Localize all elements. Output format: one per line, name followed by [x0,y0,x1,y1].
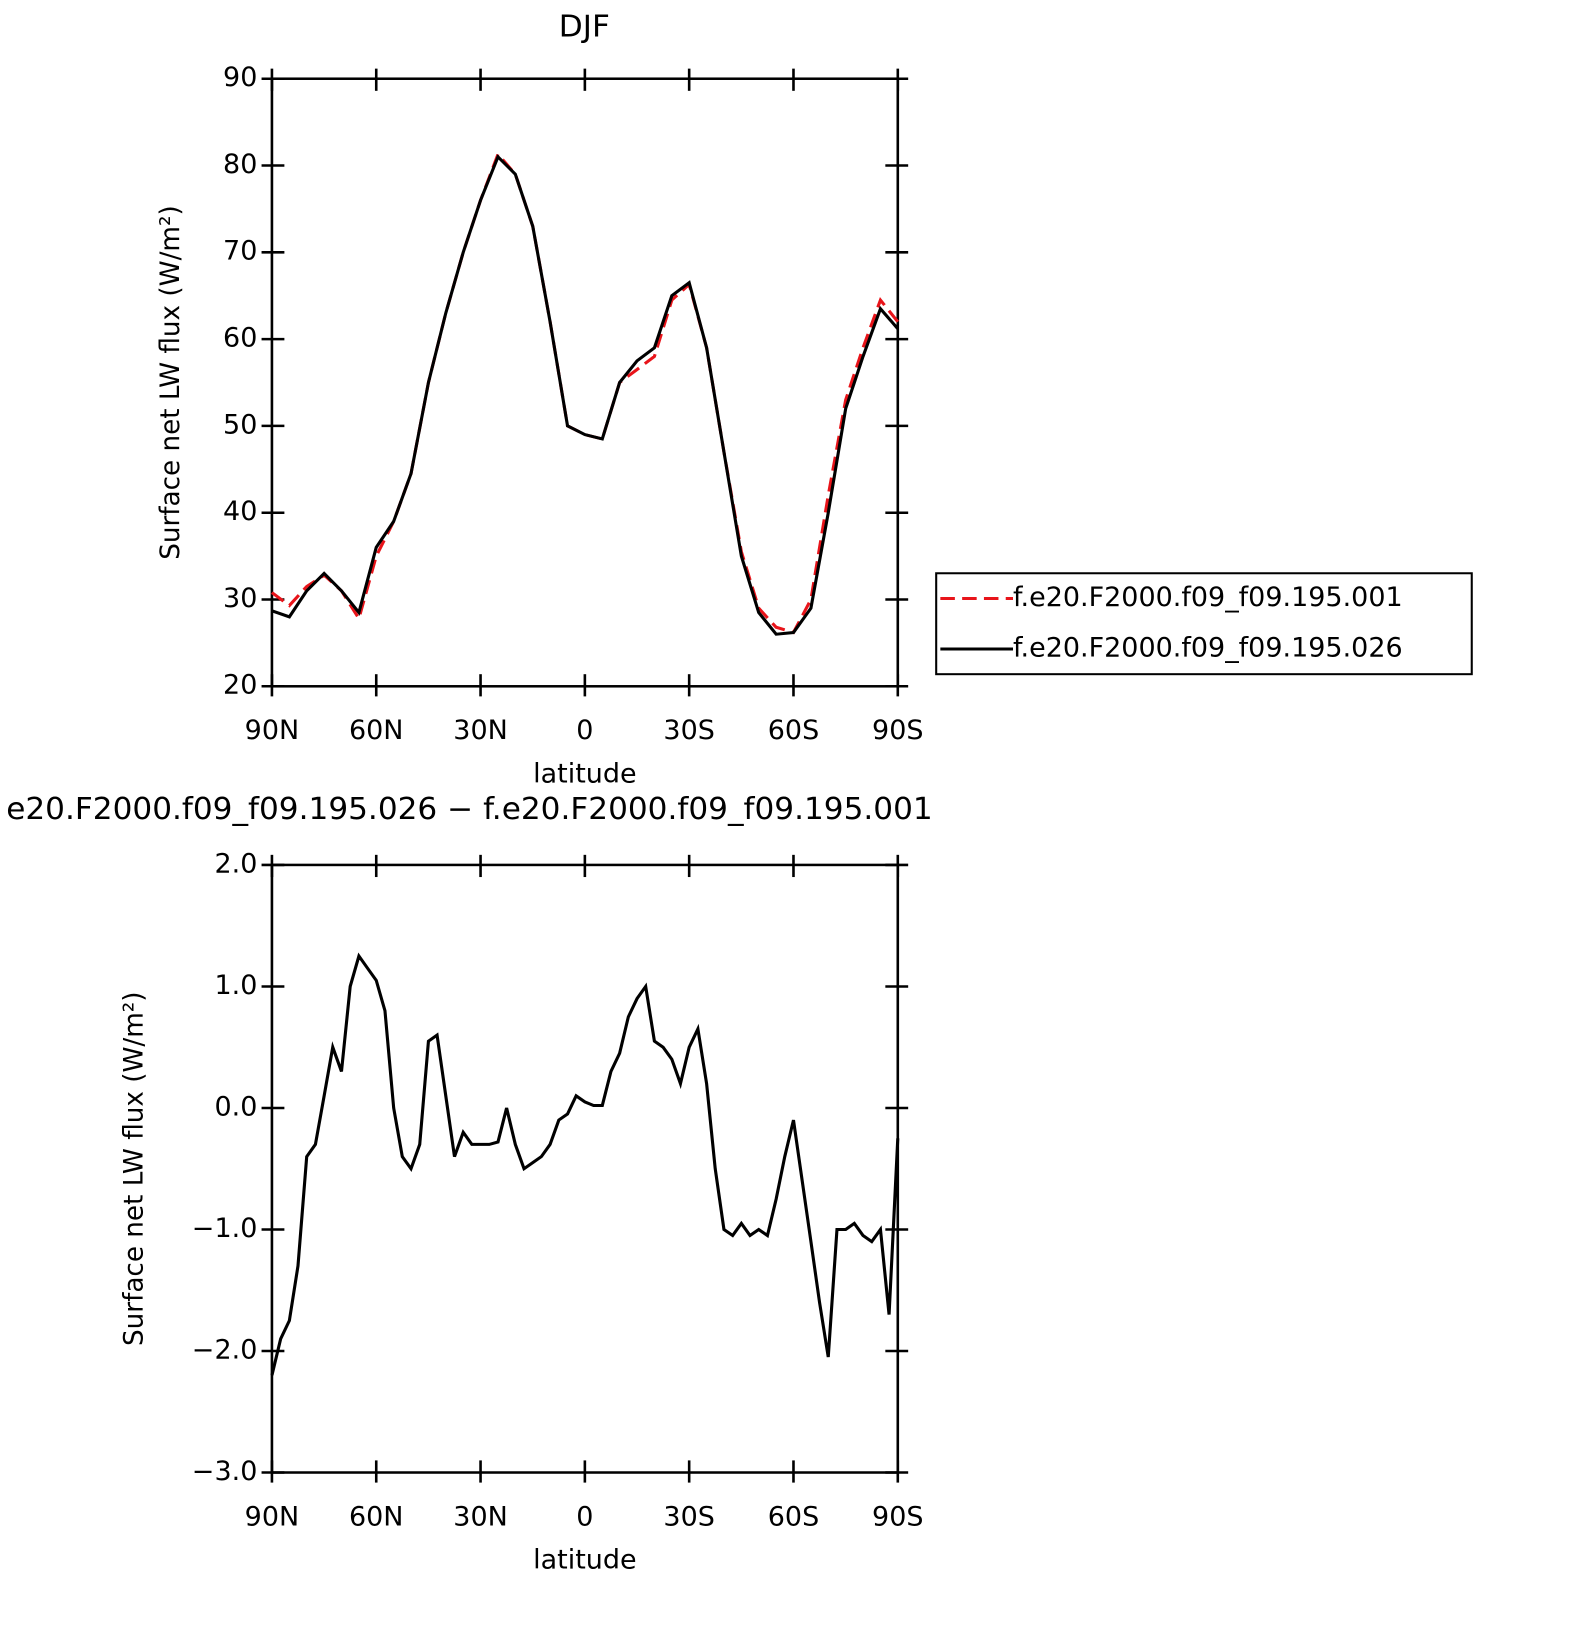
y-axis-label: Surface net LW flux (W/m²) [118,991,149,1346]
y-tick-label: 0.0 [214,1092,257,1123]
y-tick-label: −2.0 [192,1335,258,1366]
y-tick-label: 90 [223,62,257,93]
data-line [271,154,899,636]
y-tick-label: 80 [223,149,257,180]
x-tick-label: 90S [872,715,923,746]
legend-box [935,572,1473,676]
y-tick-label: 70 [223,236,257,267]
chart-title: e20.F2000.f09_f09.195.026 − f.e20.F2000.… [6,791,932,826]
y-axis-label: Surface net LW flux (W/m²) [155,205,186,560]
x-tick-label: 30N [453,1502,508,1533]
x-tick-label: 60S [768,715,819,746]
y-tick-label: −3.0 [192,1456,258,1487]
data-line [270,952,900,1376]
y-tick-label: 30 [223,583,257,614]
x-tick-label: 0 [576,1502,593,1533]
x-tick-label: 30N [453,715,508,746]
x-tick-label: 60N [349,1502,404,1533]
x-tick-label: 30S [663,1502,714,1533]
x-tick-label: 30S [663,715,714,746]
x-axis-label: latitude [533,1545,637,1576]
plot-frame [270,863,900,1474]
x-tick-label: 60S [768,1502,819,1533]
y-tick-label: −1.0 [192,1213,258,1244]
y-tick-label: 50 [223,410,257,441]
y-tick-label: 60 [223,323,257,354]
y-tick-label: 1.0 [214,970,257,1001]
x-tick-label: 90N [245,715,300,746]
x-axis-label: latitude [533,759,637,790]
plot-frame [270,77,900,688]
legend-label: f.e20.F2000.f09_f09.195.001 [1013,582,1403,613]
y-tick-label: 40 [223,496,257,527]
legend-label: f.e20.F2000.f09_f09.195.026 [1013,633,1403,664]
chart-title: DJF [559,9,610,44]
y-tick-label: 20 [223,670,257,701]
x-tick-label: 90N [245,1502,300,1533]
x-tick-label: 0 [576,715,593,746]
data-line [270,151,900,635]
x-tick-label: 60N [349,715,404,746]
y-tick-label: 2.0 [214,849,257,880]
x-tick-label: 90S [872,1502,923,1533]
